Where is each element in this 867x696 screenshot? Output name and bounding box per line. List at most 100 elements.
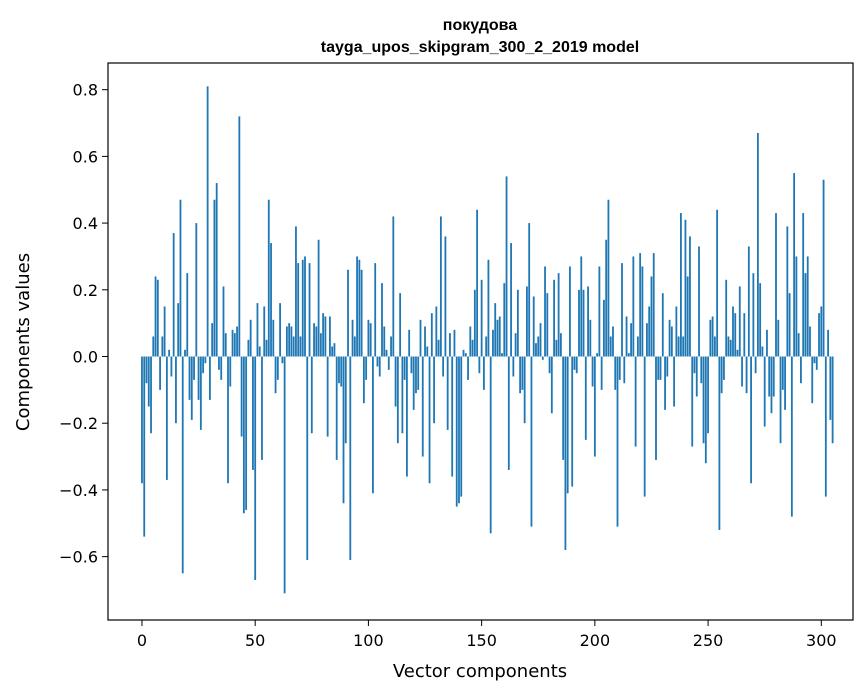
bar [675, 306, 678, 357]
bar [473, 289, 476, 357]
bar [727, 336, 730, 357]
x-tick-label: 0 [137, 631, 147, 650]
bar [605, 239, 608, 357]
bar [378, 356, 381, 377]
bar [451, 356, 454, 477]
bar [544, 266, 546, 357]
y-tick-label: 0.2 [73, 281, 98, 300]
bar [408, 329, 411, 357]
bar [537, 336, 540, 357]
bar [215, 183, 218, 357]
bar [297, 263, 300, 357]
bar [265, 339, 268, 357]
bar [648, 306, 651, 357]
bar [156, 279, 159, 357]
bar [331, 346, 334, 357]
bar [161, 336, 164, 357]
bar [256, 303, 259, 357]
bar [385, 349, 388, 357]
bar [770, 356, 773, 414]
bar [682, 336, 685, 357]
bar [643, 356, 646, 497]
bar [276, 356, 279, 380]
bar [775, 213, 777, 357]
bar [433, 356, 435, 424]
bar [779, 356, 782, 444]
bar [661, 293, 664, 357]
bar [555, 339, 558, 357]
bar [691, 356, 694, 447]
chart-title-line-2: tayga_upos_skipgram_300_2_2019 model [321, 39, 639, 56]
bar [763, 356, 766, 427]
bar [299, 336, 302, 357]
bar [598, 266, 601, 357]
bar [340, 356, 343, 387]
bar [761, 346, 764, 357]
bar [195, 223, 198, 357]
bar [374, 263, 377, 357]
bar [732, 306, 734, 357]
bar [401, 356, 404, 434]
bar [759, 283, 762, 357]
bar [258, 346, 261, 357]
y-tick-label: 0.4 [73, 214, 98, 233]
bar [165, 356, 168, 480]
bar [806, 256, 809, 357]
bar [181, 356, 184, 574]
bar [372, 356, 374, 494]
bar [725, 279, 728, 357]
bar [824, 356, 827, 497]
x-axis-ticks: 0 50 100 150 200 250 300 [137, 620, 837, 650]
bar [768, 356, 771, 397]
bar [387, 356, 390, 370]
bar [723, 356, 725, 380]
bar [238, 116, 241, 357]
bar [702, 356, 705, 444]
bar [489, 356, 492, 534]
x-axis-label: Vector components [393, 661, 567, 682]
bar [444, 236, 447, 357]
bar [437, 339, 440, 357]
bar [670, 326, 673, 357]
bar [492, 329, 494, 357]
bar [535, 343, 537, 357]
bar [467, 356, 469, 380]
bar [326, 356, 329, 437]
bar [756, 133, 759, 357]
bar [716, 209, 719, 357]
bar [184, 349, 186, 357]
bar [532, 296, 535, 357]
bar [177, 303, 180, 357]
bar [655, 356, 657, 460]
bar [752, 273, 755, 357]
bar [652, 253, 655, 357]
bar [333, 343, 336, 357]
bar [772, 356, 775, 397]
bar [781, 356, 784, 390]
bar [202, 356, 205, 374]
bar [512, 356, 515, 377]
bar [745, 356, 748, 394]
bar [528, 223, 531, 357]
bar [199, 356, 202, 430]
bar [496, 319, 499, 357]
bar [390, 336, 392, 357]
bar [623, 356, 626, 384]
bar [569, 266, 571, 357]
bar [428, 356, 431, 484]
bar [213, 199, 216, 357]
bar [621, 263, 623, 357]
bar [310, 356, 313, 434]
chart-title-line-1: покудова [443, 17, 518, 34]
bar [709, 319, 712, 357]
bar [458, 356, 460, 504]
bar [143, 356, 146, 537]
bar [283, 356, 286, 594]
bar [279, 303, 281, 357]
bar [747, 246, 750, 357]
bar [229, 356, 232, 387]
bar [754, 356, 757, 374]
bar [435, 306, 438, 357]
bar [455, 356, 458, 507]
bar [315, 326, 318, 357]
